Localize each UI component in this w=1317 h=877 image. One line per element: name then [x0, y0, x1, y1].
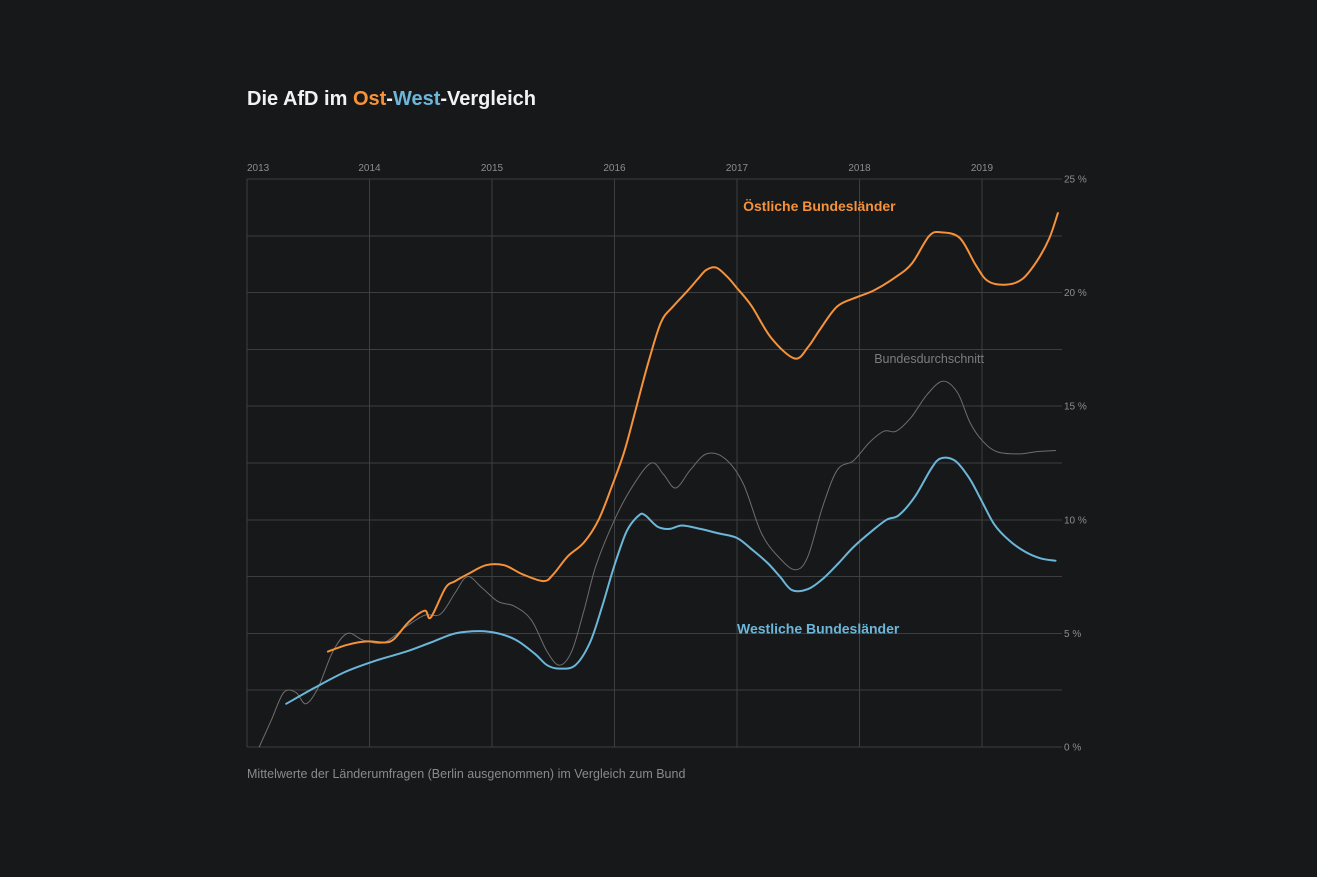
chart-title: Die AfD im Ost-West-Vergleich — [247, 88, 536, 111]
series-label-ost: Östliche Bundesländer — [743, 198, 896, 214]
series-line-west — [285, 456, 1057, 705]
y-axis: 0 % 5 % 10 % 15 % 20 % 25 % — [1064, 175, 1087, 754]
y-tick-label: 10 % — [1064, 515, 1087, 526]
y-tick-label: 15 % — [1064, 402, 1087, 413]
y-tick-label: 20 % — [1064, 288, 1087, 299]
chart-caption: Mittelwerte der Länderumfragen (Berlin a… — [247, 767, 686, 781]
x-tick-label: 2017 — [726, 163, 749, 174]
x-tick-label: 2014 — [358, 163, 381, 174]
y-tick-label: 0 % — [1064, 743, 1081, 754]
x-tick-label: 2019 — [971, 163, 994, 174]
x-tick-label: 2018 — [848, 163, 871, 174]
series-line-ost — [326, 212, 1059, 653]
series-label-west: Westliche Bundesländer — [737, 620, 900, 636]
title-west: West — [392, 88, 441, 110]
title-ost: Ost — [352, 88, 387, 110]
y-tick-label: 5 % — [1064, 629, 1081, 640]
x-tick-label: 2013 — [247, 163, 270, 174]
x-tick-label: 2015 — [481, 163, 504, 174]
annotations: Östliche Bundesländer Westliche Bundeslän… — [737, 198, 985, 637]
series-label-bund: Bundesdurchschnitt — [874, 352, 984, 366]
x-axis: 2013 2014 2015 2016 2017 2018 2019 — [247, 163, 994, 174]
title-prefix: Die AfD im — [247, 88, 353, 110]
series-line-bund — [258, 380, 1056, 748]
y-tick-label: 25 % — [1064, 175, 1087, 186]
x-tick-label: 2016 — [603, 163, 626, 174]
title-dash: - — [386, 88, 393, 110]
title-suffix: -Vergleich — [440, 88, 536, 110]
series-lines — [258, 212, 1059, 748]
